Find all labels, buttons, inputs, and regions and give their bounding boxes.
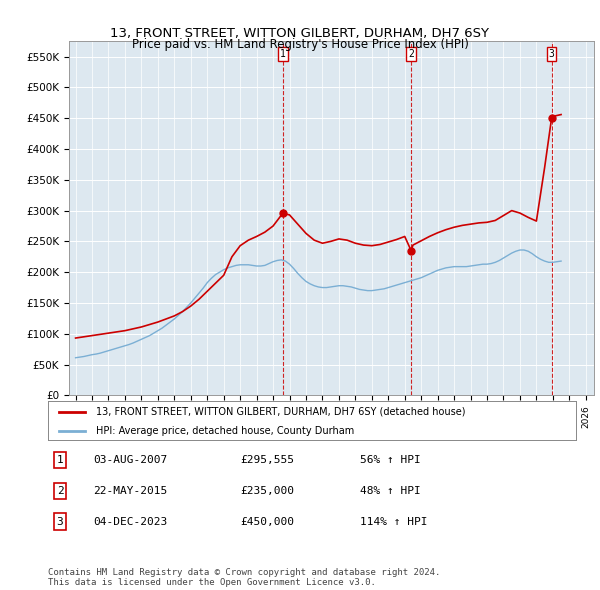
Text: 13, FRONT STREET, WITTON GILBERT, DURHAM, DH7 6SY (detached house): 13, FRONT STREET, WITTON GILBERT, DURHAM… — [95, 407, 465, 417]
Text: 1: 1 — [280, 49, 286, 58]
Text: £295,555: £295,555 — [240, 455, 294, 465]
Text: 13, FRONT STREET, WITTON GILBERT, DURHAM, DH7 6SY: 13, FRONT STREET, WITTON GILBERT, DURHAM… — [110, 27, 490, 40]
Text: 2: 2 — [56, 486, 64, 496]
Text: 03-AUG-2007: 03-AUG-2007 — [93, 455, 167, 465]
Text: £450,000: £450,000 — [240, 517, 294, 526]
Text: 48% ↑ HPI: 48% ↑ HPI — [360, 486, 421, 496]
Text: 22-MAY-2015: 22-MAY-2015 — [93, 486, 167, 496]
Text: 3: 3 — [56, 517, 64, 526]
Text: 114% ↑ HPI: 114% ↑ HPI — [360, 517, 427, 526]
Text: Price paid vs. HM Land Registry's House Price Index (HPI): Price paid vs. HM Land Registry's House … — [131, 38, 469, 51]
Text: HPI: Average price, detached house, County Durham: HPI: Average price, detached house, Coun… — [95, 426, 354, 436]
Text: 1: 1 — [56, 455, 64, 465]
Text: 56% ↑ HPI: 56% ↑ HPI — [360, 455, 421, 465]
Text: £235,000: £235,000 — [240, 486, 294, 496]
Text: 3: 3 — [548, 49, 554, 58]
Text: 04-DEC-2023: 04-DEC-2023 — [93, 517, 167, 526]
Text: 2: 2 — [408, 49, 414, 58]
Text: Contains HM Land Registry data © Crown copyright and database right 2024.
This d: Contains HM Land Registry data © Crown c… — [48, 568, 440, 587]
